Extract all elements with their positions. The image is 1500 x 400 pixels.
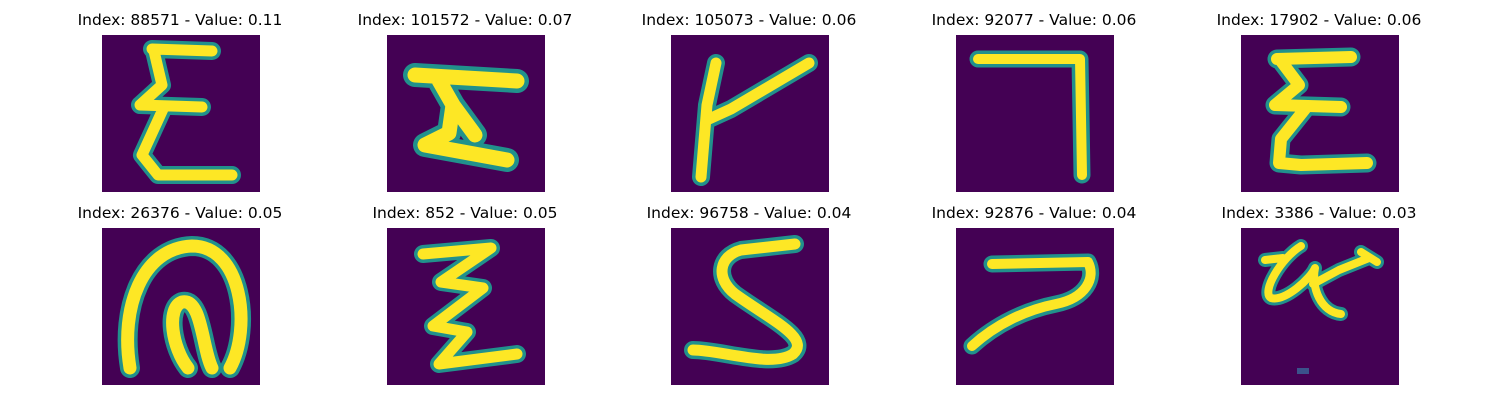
panel-title: Index: 92077 - Value: 0.06 — [931, 11, 1137, 29]
digit-image — [102, 228, 260, 385]
panel-3: Index: 105073 - Value: 0.06 — [607, 10, 891, 200]
panel-9: Index: 92876 - Value: 0.04 — [892, 203, 1176, 393]
digit-image — [102, 35, 260, 192]
panel-8: Index: 96758 - Value: 0.04 — [607, 203, 891, 393]
panel-5: Index: 17902 - Value: 0.06 — [1177, 10, 1461, 200]
H-like-glyph-icon — [403, 63, 529, 172]
digit-image — [387, 35, 545, 192]
S-like-glyph-icon — [684, 235, 807, 369]
sigma-like-glyph-icon — [1265, 47, 1377, 175]
panel-7: Index: 852 - Value: 0.05 — [323, 203, 607, 393]
panel-title: Index: 88571 - Value: 0.11 — [77, 11, 283, 29]
digit-image — [956, 228, 1114, 385]
digit-image — [387, 228, 545, 385]
panel-4: Index: 92077 - Value: 0.06 — [892, 10, 1176, 200]
Y-like-glyph-icon — [692, 54, 818, 186]
panel-1: Index: 88571 - Value: 0.11 — [38, 10, 322, 200]
loop-glyph-icon — [117, 236, 251, 378]
seven-like-glyph-icon — [969, 50, 1091, 184]
sigma-like-glyph-icon — [131, 40, 241, 184]
zigzag-glyph-icon — [414, 239, 526, 373]
digit-image — [671, 228, 829, 385]
panel-10: Index: 3386 - Value: 0.03 — [1177, 203, 1461, 393]
panel-title: Index: 96758 - Value: 0.04 — [646, 204, 852, 222]
digit-image — [671, 35, 829, 192]
panel-title: Index: 17902 - Value: 0.06 — [1216, 11, 1422, 29]
digit-image — [1241, 35, 1399, 192]
panel-title: Index: 105073 - Value: 0.06 — [641, 11, 857, 29]
panel-title: Index: 92876 - Value: 0.04 — [931, 204, 1137, 222]
panel-title: Index: 26376 - Value: 0.05 — [77, 204, 283, 222]
scribble-glyph-icon — [1258, 239, 1384, 374]
panel-2: Index: 101572 - Value: 0.07 — [323, 10, 607, 200]
panel-title: Index: 3386 - Value: 0.03 — [1221, 204, 1417, 222]
seven-like-glyph-icon — [963, 253, 1100, 355]
panel-title: Index: 852 - Value: 0.05 — [372, 204, 558, 222]
digit-image — [1241, 228, 1399, 385]
panel-6: Index: 26376 - Value: 0.05 — [38, 203, 322, 393]
panel-title: Index: 101572 - Value: 0.07 — [357, 11, 573, 29]
digit-image — [956, 35, 1114, 192]
